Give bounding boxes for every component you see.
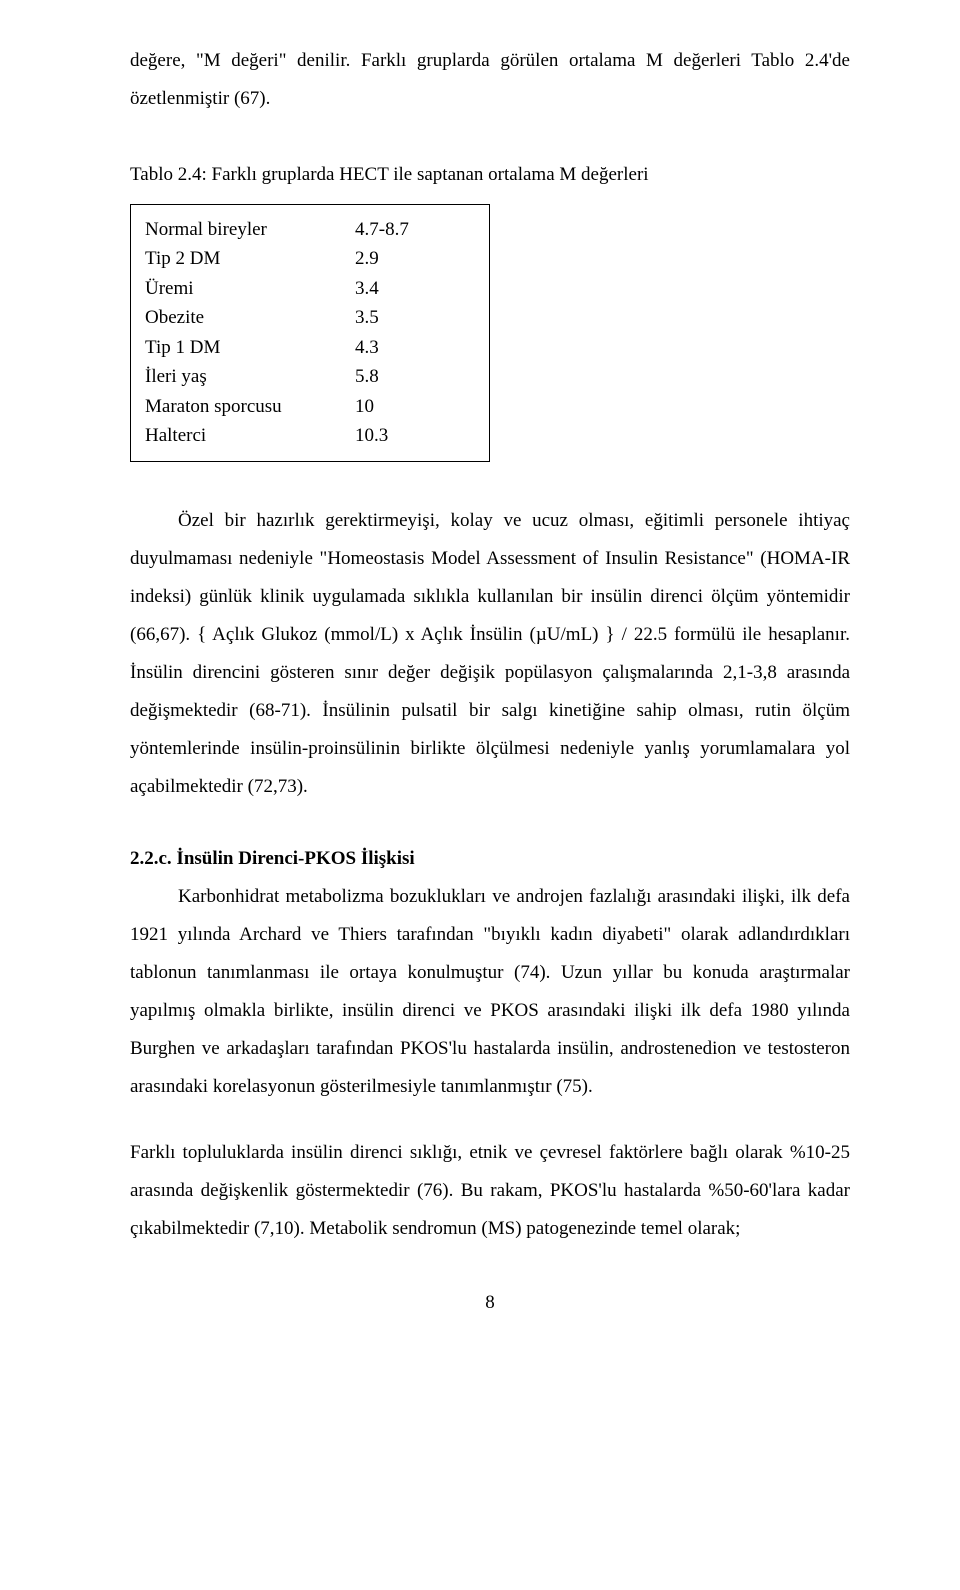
table-row: Üremi 3.4 <box>145 274 475 303</box>
row-label: Tip 1 DM <box>145 333 355 362</box>
closing-paragraph: Farklı topluluklarda insülin direnci sık… <box>130 1134 850 1248</box>
table-row: Normal bireyler 4.7-8.7 <box>145 215 475 244</box>
row-value: 10.3 <box>355 421 388 450</box>
row-value: 3.5 <box>355 303 379 332</box>
table-row: Maraton sporcusu 10 <box>145 392 475 421</box>
row-label: Obezite <box>145 303 355 332</box>
table-row: Tip 2 DM 2.9 <box>145 244 475 273</box>
row-value: 3.4 <box>355 274 379 303</box>
row-value: 10 <box>355 392 374 421</box>
table-row: Obezite 3.5 <box>145 303 475 332</box>
section-paragraph: Karbonhidrat metabolizma bozuklukları ve… <box>130 878 850 1106</box>
table-row: Tip 1 DM 4.3 <box>145 333 475 362</box>
row-value: 4.3 <box>355 333 379 362</box>
row-value: 2.9 <box>355 244 379 273</box>
homa-paragraph: Özel bir hazırlık gerektirmeyişi, kolay … <box>130 502 850 806</box>
table-row: Halterci 10.3 <box>145 421 475 450</box>
row-label: İleri yaş <box>145 362 355 391</box>
page-number: 8 <box>130 1284 850 1322</box>
row-label: Üremi <box>145 274 355 303</box>
intro-paragraph: değere, "M değeri" denilir. Farklı grupl… <box>130 42 850 118</box>
row-value: 4.7-8.7 <box>355 215 409 244</box>
row-label: Normal bireyler <box>145 215 355 244</box>
row-label: Tip 2 DM <box>145 244 355 273</box>
table-caption: Tablo 2.4: Farklı gruplarda HECT ile sap… <box>130 156 850 194</box>
row-value: 5.8 <box>355 362 379 391</box>
hect-values-table: Normal bireyler 4.7-8.7 Tip 2 DM 2.9 Üre… <box>130 204 490 462</box>
row-label: Halterci <box>145 421 355 450</box>
table-row: İleri yaş 5.8 <box>145 362 475 391</box>
section-heading: 2.2.c. İnsülin Direnci-PKOS İlişkisi <box>130 840 850 878</box>
row-label: Maraton sporcusu <box>145 392 355 421</box>
